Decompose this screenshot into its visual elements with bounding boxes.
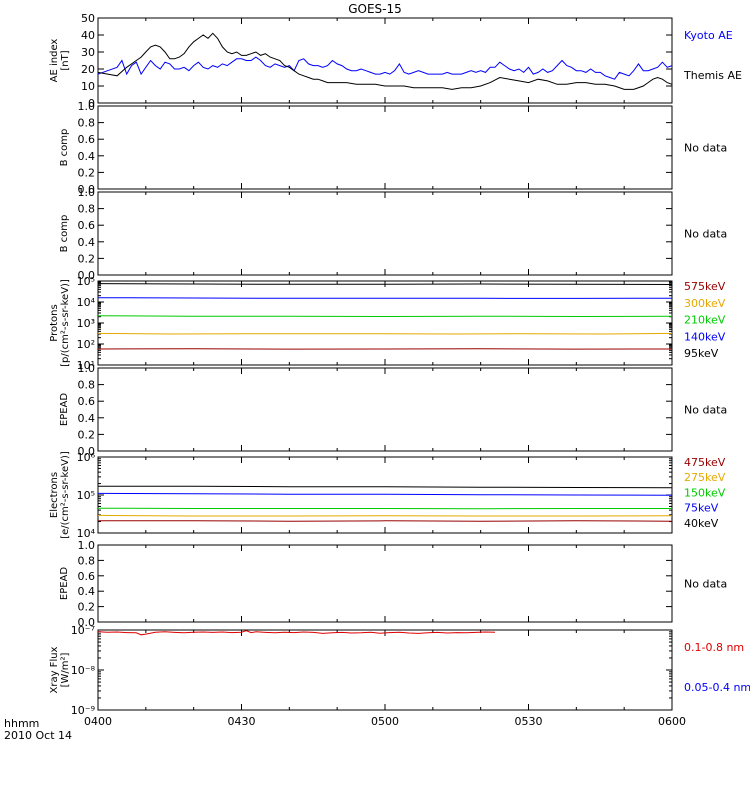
y-tick-label: 50	[81, 12, 95, 25]
no-data-status: No data	[684, 578, 727, 591]
y-tick-label: 0.6	[78, 395, 96, 408]
y-tick-label: 0.0	[78, 616, 96, 629]
series-line-275kev	[97, 514, 673, 517]
y-tick-label: 0.8	[78, 203, 96, 216]
legend-entry: 150keV	[684, 486, 726, 499]
time-format-label: hhmm	[4, 717, 39, 730]
y-tick-label: 0.8	[78, 117, 96, 130]
series-line-300kev	[97, 332, 673, 335]
legend-entry: 95keV	[684, 347, 719, 360]
y-tick-label: 0.2	[78, 428, 96, 441]
no-data-status: No data	[684, 228, 727, 241]
legend-entry: 475keV	[684, 456, 726, 469]
y-tick-label: 10⁻⁹	[71, 704, 95, 717]
series-line-210kev	[97, 315, 673, 318]
y-axis-label: [W/m²]	[60, 652, 71, 687]
y-tick-label: 10⁻⁷	[71, 624, 95, 637]
y-tick-label: 10¹	[77, 359, 95, 372]
panel-frame	[97, 544, 673, 623]
legend-entry: 0.05-0.4 nm	[684, 681, 750, 694]
date-label: 2010 Oct 14	[4, 729, 72, 742]
y-tick-label: 10⁵	[77, 489, 95, 502]
y-axis-label: Xray Flux	[49, 646, 60, 693]
series-line-40kev	[98, 485, 673, 489]
legend-entry: 75keV	[684, 502, 719, 515]
y-tick-label: 1.0	[78, 100, 96, 113]
series-line-0-1-0-8-nm	[97, 630, 496, 636]
legend-entry: 140keV	[684, 330, 726, 343]
legend-entry: 40keV	[684, 517, 719, 530]
y-tick-label: 10⁶	[77, 451, 96, 464]
x-tick-label: 0530	[515, 715, 543, 728]
y-axis-label: B comp	[59, 215, 70, 253]
y-tick-label: 0	[88, 97, 95, 110]
series-line-themis-ae	[97, 32, 673, 90]
series-line-140kev	[97, 297, 673, 299]
y-axis-label: B comp	[59, 129, 70, 167]
y-axis-label: [p/(cm²-s-sr-keV)]	[60, 279, 71, 367]
legend-entry: 300keV	[684, 297, 726, 310]
y-axis-label: Electrons	[49, 472, 60, 518]
legend-entry: Kyoto AE	[684, 29, 733, 42]
y-axis-label: [nT]	[60, 50, 71, 70]
y-tick-label: 10⁻⁸	[71, 664, 96, 677]
y-axis-label: [e/(cm²-s-sr-keV)]	[60, 451, 71, 539]
x-tick-label: 0430	[228, 715, 256, 728]
y-tick-label: 0.6	[78, 219, 96, 232]
y-tick-label: 0.8	[78, 379, 96, 392]
series-line-75kev	[97, 492, 673, 496]
y-tick-label: 0.4	[78, 412, 96, 425]
no-data-status: No data	[684, 142, 727, 155]
y-tick-label: 1.0	[78, 539, 96, 552]
panel-frame	[97, 280, 673, 366]
y-tick-label: 0.4	[78, 150, 96, 163]
y-tick-label: 0.4	[78, 585, 96, 598]
y-tick-label: 0.6	[78, 133, 96, 146]
legend-entry: 575keV	[684, 280, 726, 293]
legend-entry: Themis AE	[683, 69, 742, 82]
y-tick-label: 10⁴	[77, 296, 96, 309]
y-tick-label: 10	[81, 80, 95, 93]
y-tick-label: 10³	[77, 317, 95, 330]
series-line-150kev	[97, 507, 672, 510]
y-tick-label: 0.4	[78, 236, 96, 249]
y-axis-label: EPEAD	[59, 393, 70, 427]
y-tick-label: 40	[81, 29, 95, 42]
y-tick-label: 30	[81, 46, 95, 59]
no-data-status: No data	[684, 404, 727, 417]
y-tick-label: 10⁵	[77, 275, 95, 288]
panel-frame	[97, 191, 673, 276]
series-line-kyoto-ae	[97, 56, 673, 80]
panel-frame	[97, 105, 673, 190]
y-tick-label: 0.6	[78, 570, 96, 583]
y-tick-label: 1.0	[78, 186, 96, 199]
y-tick-label: 0.0	[78, 183, 96, 196]
y-tick-label: 10⁴	[77, 527, 96, 540]
y-axis-label: AE index	[49, 39, 60, 83]
y-tick-label: 0.2	[78, 601, 96, 614]
y-axis-label: EPEAD	[59, 567, 70, 601]
x-tick-label: 0500	[371, 715, 399, 728]
y-tick-label: 0.0	[78, 269, 96, 282]
y-tick-label: 0.8	[78, 554, 96, 567]
panel-frame	[97, 367, 673, 452]
legend-entry: 0.1-0.8 nm	[684, 641, 744, 654]
y-tick-label: 10²	[77, 338, 95, 351]
x-tick-label: 0400	[84, 715, 112, 728]
legend-entry: 275keV	[684, 471, 726, 484]
y-tick-label: 20	[81, 63, 95, 76]
panel-frame	[97, 17, 673, 104]
series-line-95kev	[97, 283, 673, 285]
y-tick-label: 0.2	[78, 166, 96, 179]
y-axis-label: Protons	[49, 304, 60, 341]
panel-frame	[97, 629, 673, 711]
y-tick-label: 0.2	[78, 252, 96, 265]
y-tick-label: 0.0	[78, 445, 96, 458]
y-tick-label: 1.0	[78, 362, 96, 375]
legend-entry: 210keV	[684, 314, 726, 327]
x-tick-label: 0600	[658, 715, 686, 728]
plot-title: GOES-15	[348, 2, 402, 16]
